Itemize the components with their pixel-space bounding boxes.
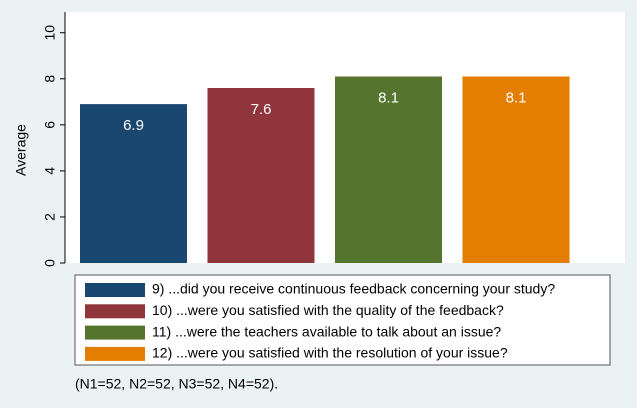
y-tick-label: 6 — [42, 121, 58, 129]
bar — [80, 104, 187, 263]
y-axis-title: Average — [13, 124, 29, 176]
legend-swatch — [85, 346, 145, 361]
legend-swatch — [85, 304, 145, 319]
bar — [462, 76, 570, 263]
legend-label: 12) ...were you satisfied with the resol… — [152, 345, 508, 361]
note: (N1=52, N2=52, N3=52, N4=52). — [75, 376, 278, 392]
legend-label: 9) ...did you receive continuous feedbac… — [152, 281, 555, 297]
legend-swatch — [85, 283, 145, 297]
legend-box — [74, 274, 611, 366]
legend-label: 10) ...were you satisfied with the quali… — [152, 302, 504, 318]
y-tick-label: 8 — [42, 75, 58, 83]
y-tick-label: 10 — [42, 25, 58, 41]
bar — [207, 87, 315, 264]
y-tick-label: 2 — [42, 213, 58, 221]
legend-swatch — [85, 325, 145, 340]
y-tick-label: 4 — [42, 167, 58, 175]
y-tick-label: 0 — [42, 259, 58, 267]
value-label: 6.9 — [123, 117, 144, 134]
legend-label: 11) ...were the teachers available to ta… — [152, 323, 501, 339]
bar — [335, 76, 442, 263]
value-label: 8.1 — [506, 89, 527, 106]
value-label: 7.6 — [251, 101, 272, 118]
value-label: 8.1 — [378, 89, 399, 106]
